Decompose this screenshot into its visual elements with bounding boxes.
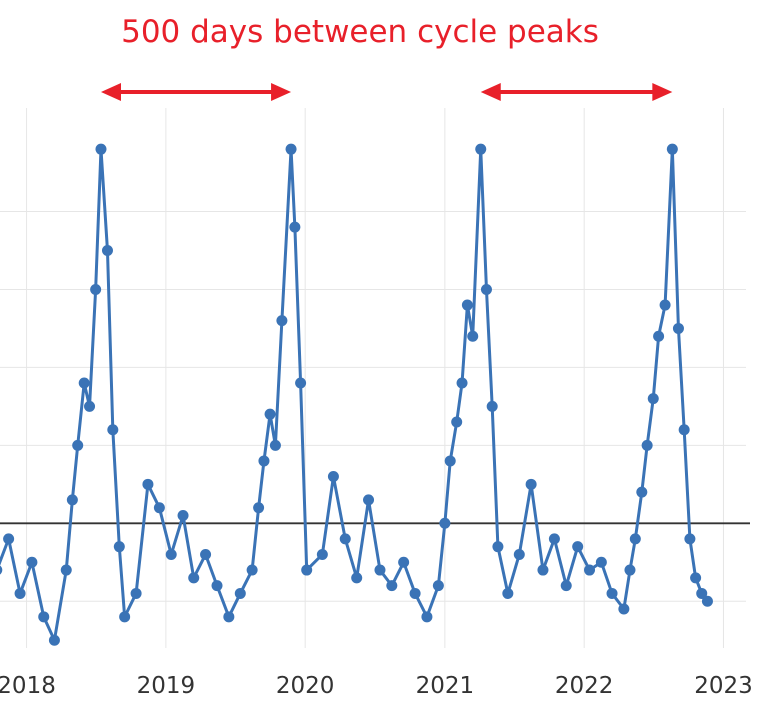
data-point [595, 556, 607, 568]
data-point [66, 494, 78, 506]
data-point [629, 533, 641, 545]
data-point [301, 564, 313, 576]
chart-annotation: 500 days between cycle peaks [121, 14, 599, 50]
data-point [444, 455, 456, 467]
data-point [90, 283, 102, 295]
data-point [142, 478, 154, 490]
data-point [696, 587, 708, 599]
series-line [0, 147, 709, 642]
data-point [211, 580, 223, 592]
data-point [618, 603, 630, 615]
data-point [584, 564, 596, 576]
data-point [72, 439, 84, 451]
data-point [258, 455, 270, 467]
data-point [3, 533, 15, 545]
series-line-group [0, 143, 713, 646]
data-point [647, 393, 659, 405]
data-point [113, 541, 125, 553]
data-point [130, 587, 142, 599]
data-point [234, 587, 246, 599]
data-point [513, 548, 525, 560]
data-point [502, 587, 514, 599]
data-point [60, 564, 72, 576]
data-point [276, 315, 288, 327]
data-point [339, 533, 351, 545]
data-point [690, 572, 702, 584]
data-point [451, 416, 463, 428]
peak-interval-arrow [480, 83, 673, 101]
data-point [223, 611, 235, 623]
data-point [467, 330, 479, 342]
x-tick-label: 2018 [0, 673, 56, 699]
data-point [624, 564, 636, 576]
data-point [461, 299, 473, 311]
data-point [606, 587, 618, 599]
data-point [14, 587, 26, 599]
data-point [107, 424, 119, 436]
peak-interval-arrows [100, 83, 673, 101]
data-point [374, 564, 386, 576]
data-point [78, 377, 90, 389]
data-point [641, 439, 653, 451]
data-point [666, 143, 678, 155]
data-point [572, 541, 584, 553]
data-point [475, 143, 487, 155]
data-point [264, 408, 276, 420]
data-point [386, 580, 398, 592]
x-tick-label: 2021 [416, 673, 475, 699]
data-point [548, 533, 560, 545]
x-axis-tick-labels: 2018 2019 2020 2021 2022 2023 [0, 673, 753, 699]
data-point [439, 517, 451, 529]
data-point [253, 502, 265, 514]
x-tick-label: 2022 [555, 673, 614, 699]
data-point [285, 143, 297, 155]
data-point [200, 548, 212, 560]
data-point [38, 611, 50, 623]
data-point [560, 580, 572, 592]
data-point [653, 330, 665, 342]
data-point [295, 377, 307, 389]
data-point [246, 564, 258, 576]
data-point [84, 400, 96, 412]
data-point [165, 548, 177, 560]
data-point [119, 611, 131, 623]
data-point [188, 572, 200, 584]
data-point [327, 471, 339, 483]
x-tick-label: 2019 [137, 673, 196, 699]
data-point [421, 611, 433, 623]
x-tick-label: 2023 [694, 673, 753, 699]
data-point [269, 439, 281, 451]
data-point [351, 572, 363, 584]
data-point [101, 245, 113, 256]
peak-interval-arrow [100, 83, 292, 101]
data-point [95, 143, 107, 155]
data-point [659, 299, 671, 311]
data-point [289, 221, 301, 233]
data-point [486, 400, 498, 412]
data-point [701, 595, 713, 607]
data-point [409, 587, 421, 599]
data-point [492, 541, 504, 553]
data-point [48, 634, 60, 646]
data-point [636, 486, 648, 498]
data-point [672, 322, 684, 334]
data-point [537, 564, 549, 576]
data-point [678, 424, 690, 436]
data-point [153, 502, 165, 514]
x-tick-label: 2020 [276, 673, 335, 699]
data-point [398, 556, 410, 568]
data-point [684, 533, 696, 545]
data-point [525, 478, 537, 490]
data-point [480, 283, 492, 295]
data-point [26, 556, 38, 568]
data-point [363, 494, 375, 506]
data-point [177, 510, 189, 521]
data-point [0, 565, 3, 575]
data-point [316, 548, 328, 560]
data-point [456, 377, 468, 389]
data-point [432, 580, 444, 592]
